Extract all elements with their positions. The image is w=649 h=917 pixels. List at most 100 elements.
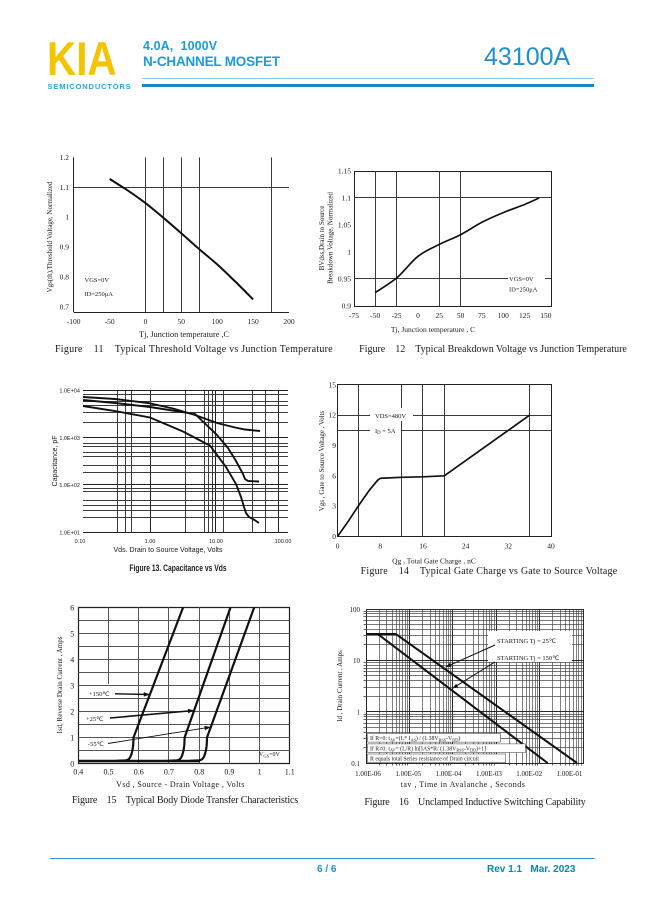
- svg-text:1.00E-06: 1.00E-06: [355, 770, 381, 778]
- svg-text:200: 200: [283, 317, 295, 326]
- svg-text:VGS=0V: VGS=0V: [259, 752, 280, 759]
- svg-text:VDS=480V: VDS=480V: [375, 413, 406, 420]
- svg-text:STARTING Tj = 25℃: STARTING Tj = 25℃: [497, 638, 557, 645]
- svg-text:Isd, Reverse Drain Current , A: Isd, Reverse Drain Current , Amps: [56, 636, 64, 733]
- svg-text:16: 16: [419, 541, 427, 550]
- svg-text:R equals total Series resistan: R equals total Series resistance of Drai…: [370, 756, 479, 763]
- svg-text:+150℃: +150℃: [89, 691, 110, 698]
- svg-text:ID=250μA: ID=250μA: [509, 287, 538, 294]
- svg-text:0.9: 0.9: [224, 768, 234, 777]
- svg-text:VGS=0V: VGS=0V: [509, 276, 534, 283]
- svg-text:1.00: 1.00: [145, 539, 156, 545]
- svg-text:1.2: 1.2: [60, 153, 70, 162]
- svg-text:1.0E+01: 1.0E+01: [59, 531, 80, 537]
- svg-text:-75: -75: [349, 311, 359, 320]
- svg-text:-50: -50: [105, 317, 115, 326]
- svg-text:1.00E-01: 1.00E-01: [557, 770, 583, 778]
- svg-text:1: 1: [347, 248, 351, 257]
- svg-text:1: 1: [357, 709, 361, 717]
- svg-text:0.7: 0.7: [60, 302, 70, 311]
- svg-text:Qg , Total Gate Charge , nC: Qg , Total Gate Charge , nC: [392, 556, 476, 565]
- svg-text:VGS=0V: VGS=0V: [85, 277, 110, 284]
- svg-text:6: 6: [332, 471, 336, 480]
- svg-text:0.8: 0.8: [60, 273, 70, 282]
- svg-text:Tj, Junction temperature , C: Tj, Junction temperature , C: [391, 325, 475, 334]
- svg-text:0.4: 0.4: [73, 768, 83, 777]
- svg-text:Vgs , Gate to Source Voltage ,: Vgs , Gate to Source Voltage , Volts: [318, 411, 326, 512]
- svg-text:150: 150: [247, 317, 259, 326]
- svg-text:0: 0: [416, 311, 420, 320]
- svg-text:125: 125: [519, 311, 531, 320]
- svg-text:If R=0: tAV=(L* IAS) / (1.38VB: If R=0: tAV=(L* IAS) / (1.38VBSS-VDD): [370, 735, 460, 742]
- svg-text:1.0E+02: 1.0E+02: [59, 483, 80, 489]
- svg-text:100: 100: [212, 317, 224, 326]
- svg-text:0: 0: [70, 760, 74, 769]
- svg-text:6: 6: [70, 603, 74, 612]
- svg-text:ID=250μA: ID=250μA: [85, 291, 114, 298]
- svg-text:-50: -50: [370, 311, 380, 320]
- svg-text:5: 5: [70, 629, 74, 638]
- svg-text:24: 24: [462, 541, 470, 550]
- svg-text:1.00E-03: 1.00E-03: [476, 770, 502, 778]
- svg-text:Id , Drain Current , Amps: Id , Drain Current , Amps: [336, 650, 344, 722]
- svg-text:8: 8: [378, 541, 382, 550]
- svg-text:Vgs(th),Threshold Voltage, Nor: Vgs(th),Threshold Voltage, Normalized: [46, 181, 54, 292]
- svg-text:3: 3: [332, 502, 336, 511]
- svg-text:Vds. Drain to Source Voltage,: Vds. Drain to Source Voltage, Volts: [114, 547, 223, 554]
- svg-text:1.0E+04: 1.0E+04: [59, 389, 80, 395]
- svg-text:3: 3: [70, 682, 74, 691]
- svg-text:Tj, Junction temperature ,C: Tj, Junction temperature ,C: [139, 330, 229, 339]
- svg-text:0: 0: [336, 541, 340, 550]
- svg-text:Capacitance, pF: Capacitance, pF: [52, 436, 59, 487]
- svg-text:4: 4: [70, 655, 74, 664]
- svg-text:tav , Time in Avalanche , Seco: tav , Time in Avalanche , Seconds: [401, 780, 526, 789]
- svg-text:25: 25: [436, 311, 444, 320]
- svg-text:1.1: 1.1: [285, 768, 295, 777]
- svg-text:75: 75: [478, 311, 486, 320]
- svg-text:If R≠0: tAV= (L/R) ln[IAS*R/ (: If R≠0: tAV= (L/R) ln[IAS*R/ (1.38VBSS-V…: [370, 746, 486, 753]
- svg-text:100: 100: [350, 606, 361, 614]
- svg-text:1: 1: [65, 213, 69, 222]
- svg-text:STARTING Tj = 150℃: STARTING Tj = 150℃: [497, 655, 560, 662]
- svg-text:1.15: 1.15: [338, 167, 351, 176]
- svg-text:1.00E-04: 1.00E-04: [436, 770, 462, 778]
- svg-text:+25℃: +25℃: [86, 716, 104, 723]
- svg-text:15: 15: [329, 380, 337, 389]
- svg-text:100: 100: [498, 311, 510, 320]
- svg-text:32: 32: [505, 541, 513, 550]
- svg-text:0.5: 0.5: [104, 768, 114, 777]
- svg-text:50: 50: [457, 311, 465, 320]
- svg-text:0.95: 0.95: [338, 275, 351, 284]
- svg-text:1.1: 1.1: [342, 194, 352, 203]
- svg-text:0.7: 0.7: [164, 768, 174, 777]
- svg-text:100.00: 100.00: [275, 539, 292, 545]
- svg-text:1.00E-05: 1.00E-05: [395, 770, 421, 778]
- svg-text:1.05: 1.05: [338, 221, 351, 230]
- svg-text:-25: -25: [392, 311, 402, 320]
- svg-text:1: 1: [70, 734, 74, 743]
- svg-text:0: 0: [144, 317, 148, 326]
- svg-text:2: 2: [70, 708, 74, 717]
- svg-text:-100: -100: [67, 317, 81, 326]
- svg-text:0: 0: [332, 532, 336, 541]
- svg-text:BVdss,Drain to Source: BVdss,Drain to Source: [318, 206, 326, 271]
- svg-text:0.8: 0.8: [194, 768, 204, 777]
- svg-text:1: 1: [258, 768, 262, 777]
- svg-text:Breakdown Voltage, Normalized: Breakdown Voltage, Normalized: [327, 192, 335, 284]
- svg-text:-55℃: -55℃: [88, 741, 105, 748]
- svg-text:Vsd , Source - Drain Voltage ,: Vsd , Source - Drain Voltage , Volts: [116, 780, 245, 789]
- svg-text:10.00: 10.00: [209, 539, 223, 545]
- svg-text:0.10: 0.10: [75, 539, 86, 545]
- svg-text:1.0E+03: 1.0E+03: [59, 436, 80, 442]
- svg-text:40: 40: [547, 541, 555, 550]
- svg-text:0.1: 0.1: [351, 760, 360, 768]
- svg-text:50: 50: [178, 317, 186, 326]
- svg-text:150: 150: [540, 311, 552, 320]
- svg-text:12: 12: [329, 411, 337, 420]
- svg-text:10: 10: [353, 657, 361, 665]
- svg-text:9: 9: [332, 441, 336, 450]
- svg-text:1.00E-02: 1.00E-02: [516, 770, 542, 778]
- svg-text:0.9: 0.9: [342, 302, 352, 311]
- svg-text:1.1: 1.1: [60, 183, 70, 192]
- svg-text:ID = 5A: ID = 5A: [375, 428, 396, 436]
